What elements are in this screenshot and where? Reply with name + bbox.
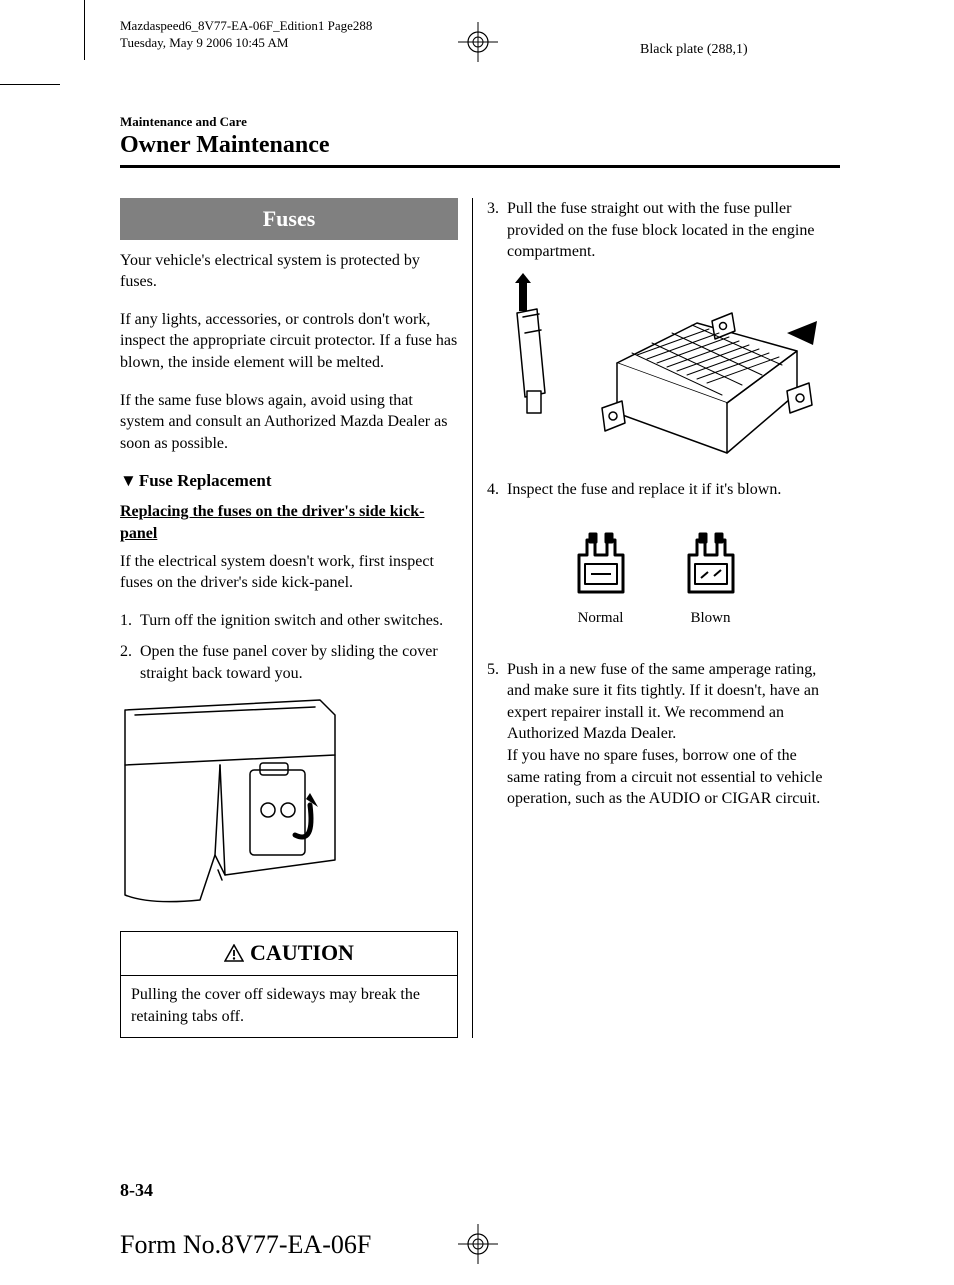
form-number: Form No.8V77-EA-06F	[120, 1230, 371, 1260]
subheading-fuse-replacement: ▼Fuse Replacement	[120, 470, 458, 493]
doc-meta: Mazdaspeed6_8V77-EA-06F_Edition1 Page288…	[120, 18, 372, 52]
paragraph: If any lights, accessories, or controls …	[120, 309, 458, 374]
triangle-down-icon: ▼	[120, 470, 137, 493]
fuse-normal-label: Normal	[571, 608, 631, 628]
page-number: 8-34	[120, 1180, 153, 1201]
caution-body: Pulling the cover off sideways may break…	[121, 976, 457, 1037]
fuse-normal: Normal	[571, 530, 631, 628]
step-5: 5. Push in a new fuse of the same ampera…	[487, 659, 824, 810]
warning-icon	[224, 940, 244, 970]
step-text: Inspect the fuse and replace it if it's …	[507, 479, 824, 501]
doc-meta-line2: Tuesday, May 9 2006 10:45 AM	[120, 35, 372, 52]
step-text: Pull the fuse straight out with the fuse…	[507, 198, 824, 263]
plate-label: Black plate (288,1)	[640, 42, 748, 58]
step-number: 2.	[120, 641, 140, 684]
page-title: Owner Maintenance	[120, 132, 840, 159]
page-content: Maintenance and Care Owner Maintenance F…	[120, 114, 840, 1038]
step-number: 5.	[487, 659, 507, 810]
crop-mark	[0, 84, 60, 85]
subsubheading: Replacing the fuses on the driver's side…	[120, 501, 458, 544]
right-column: 3. Pull the fuse straight out with the f…	[472, 198, 824, 1038]
step-3: 3. Pull the fuse straight out with the f…	[487, 198, 824, 263]
breadcrumb: Maintenance and Care	[120, 114, 840, 130]
caution-heading: CAUTION	[121, 932, 457, 977]
caution-box: CAUTION Pulling the cover off sideways m…	[120, 931, 458, 1039]
two-column-layout: Fuses Your vehicle's electrical system i…	[120, 198, 840, 1038]
paragraph: Your vehicle's electrical system is prot…	[120, 250, 458, 293]
registration-mark-icon	[458, 22, 498, 62]
title-rule	[120, 165, 840, 168]
paragraph: If the electrical system doesn't work, f…	[120, 551, 458, 594]
section-banner-fuses: Fuses	[120, 198, 458, 240]
fuse-blown: Blown	[681, 530, 741, 628]
fuse-block-illustration	[487, 273, 824, 463]
step-text: Push in a new fuse of the same amperage …	[507, 659, 824, 810]
crop-mark	[84, 0, 85, 60]
step-text: Open the fuse panel cover by sliding the…	[140, 641, 458, 684]
caution-title-text: CAUTION	[250, 940, 354, 965]
step-4: 4. Inspect the fuse and replace it if it…	[487, 479, 824, 501]
doc-meta-line1: Mazdaspeed6_8V77-EA-06F_Edition1 Page288	[120, 18, 372, 35]
left-column: Fuses Your vehicle's electrical system i…	[120, 198, 472, 1038]
fuse-comparison: Normal Blown	[487, 530, 824, 628]
step-number: 1.	[120, 610, 140, 632]
step-number: 3.	[487, 198, 507, 263]
step-2: 2. Open the fuse panel cover by sliding …	[120, 641, 458, 684]
registration-mark-icon	[458, 1224, 498, 1264]
fuse-blown-label: Blown	[681, 608, 741, 628]
step-number: 4.	[487, 479, 507, 501]
step-text: Turn off the ignition switch and other s…	[140, 610, 458, 632]
step-1: 1. Turn off the ignition switch and othe…	[120, 610, 458, 632]
paragraph: If the same fuse blows again, avoid usin…	[120, 390, 458, 455]
kick-panel-illustration	[120, 695, 458, 915]
subheading-text: Fuse Replacement	[139, 471, 272, 490]
